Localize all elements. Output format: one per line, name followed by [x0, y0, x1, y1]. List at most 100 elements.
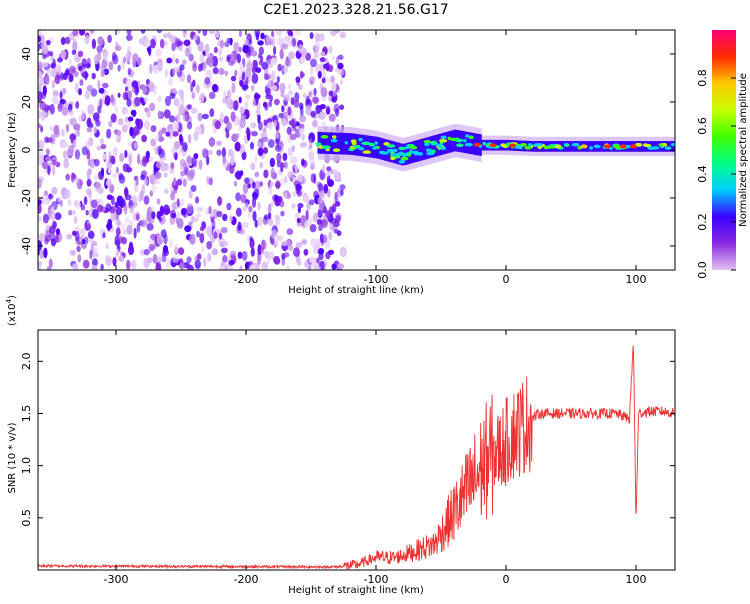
- signal-peak: [455, 137, 460, 142]
- spectrogram-cell: [104, 95, 111, 106]
- spectrogram-cell: [109, 184, 115, 194]
- signal-band: [329, 132, 332, 154]
- spectrogram-cell: [78, 65, 83, 72]
- spectrogram-cell: [275, 130, 280, 141]
- spectrogram-cell: [293, 247, 300, 257]
- spectrogram-cell: [227, 266, 234, 270]
- spectrogram-cell: [216, 140, 222, 146]
- signal-peak: [386, 144, 396, 148]
- spectrogram-cell: [180, 96, 185, 106]
- spectrogram-cell: [173, 141, 181, 149]
- spectrogram-cell: [309, 32, 314, 40]
- spectrogram-cell: [75, 123, 81, 131]
- spectrogram-cell: [254, 219, 258, 228]
- spectrogram-cell: [235, 132, 240, 139]
- spectrogram-cell: [180, 170, 186, 177]
- spectrogram-cell: [53, 129, 61, 138]
- spectrogram-cell: [241, 250, 248, 261]
- spectrogram-cell: [52, 95, 58, 105]
- spectrogram-cell: [222, 156, 226, 164]
- spectrogram-cell: [278, 112, 284, 119]
- spectrogram-cell: [218, 67, 225, 76]
- spectrogram-cell: [318, 203, 325, 211]
- spectrogram-cell: [92, 208, 99, 219]
- spectrogram-cell: [297, 84, 303, 90]
- signal-band: [442, 132, 445, 155]
- spectrogram-cell: [281, 118, 288, 127]
- spectrogram-cell: [281, 43, 289, 50]
- x-tick-label: 100: [626, 573, 647, 586]
- spectrogram-cell: [252, 181, 256, 189]
- spectrogram-cell: [222, 213, 228, 222]
- spectrogram-cell: [247, 58, 251, 68]
- spectrogram-cell: [80, 109, 86, 120]
- signal-peak: [635, 143, 643, 147]
- spectrogram-cell: [60, 49, 67, 60]
- spectrogram-cell: [83, 196, 88, 206]
- spectrogram-cell: [276, 214, 281, 226]
- x-tick-label: -300: [104, 573, 129, 586]
- spectrogram-cell: [64, 157, 69, 163]
- spectrogram-cell: [96, 45, 103, 53]
- spectrogram-cell: [198, 63, 202, 72]
- x-tick-label: 0: [503, 573, 510, 586]
- spectrogram-cell: [144, 38, 151, 48]
- spectrogram-cell: [111, 195, 115, 206]
- spectrogram-cell: [262, 128, 267, 134]
- spectrogram-cell: [149, 38, 156, 49]
- spectrogram-cell: [54, 212, 62, 220]
- spectrogram-cell: [126, 78, 132, 89]
- spectrogram-cell: [65, 68, 70, 76]
- spectrogram-cell: [137, 153, 141, 165]
- spectrogram-cell: [169, 168, 175, 174]
- spectrogram-cell: [287, 90, 294, 96]
- spectrogram-cell: [38, 260, 43, 266]
- spectrogram-cell: [47, 165, 51, 176]
- signal-band: [360, 134, 363, 157]
- signal-peak: [386, 148, 395, 153]
- spectrogram-cell: [49, 125, 54, 131]
- spectrogram-cell: [93, 173, 99, 181]
- spectrogram-cell: [146, 211, 153, 222]
- spectrogram-cell: [309, 154, 315, 166]
- spectrogram-cell: [116, 30, 121, 35]
- spectrogram-cell: [75, 82, 79, 93]
- spectrogram-cell: [319, 190, 325, 200]
- spectrogram-cell: [165, 131, 171, 137]
- spectrogram-cell: [267, 217, 274, 226]
- spectrogram-cell: [328, 45, 333, 54]
- spectrogram-cell: [118, 174, 126, 184]
- signal-peak: [344, 141, 348, 145]
- spectrogram-cell: [183, 30, 187, 34]
- spectrogram-cell: [97, 79, 101, 90]
- spectrogram-cell: [118, 255, 125, 262]
- spectrogram-cell: [169, 34, 175, 43]
- spectrogram-cell: [115, 130, 122, 136]
- spectrogram-cell: [276, 76, 280, 83]
- spectrogram-cell: [161, 163, 167, 169]
- spectrogram-cell: [117, 118, 124, 126]
- spectrogram-cell: [177, 149, 182, 155]
- spectrogram-cell: [186, 155, 193, 164]
- colorbar-gradient: [712, 30, 736, 270]
- signal-band: [656, 141, 660, 152]
- spectrogram-cell: [64, 36, 71, 45]
- spectrogram-cell: [55, 63, 61, 72]
- signal-peak: [393, 148, 398, 153]
- signal-band: [338, 132, 342, 155]
- signal-peak: [651, 146, 660, 150]
- spectrogram-cell: [95, 119, 101, 127]
- spectrogram-cell: [159, 38, 165, 49]
- spectrogram-cell: [277, 36, 284, 46]
- spectrogram-cell: [270, 200, 275, 207]
- spectrogram-cell: [146, 223, 154, 231]
- spectrogram-cell: [319, 104, 326, 110]
- spectrogram-cell: [107, 221, 111, 232]
- spectrogram-cell: [277, 63, 283, 72]
- spectrogram-cell: [98, 87, 105, 94]
- spectrogram-cell: [270, 85, 278, 92]
- spectrogram-cell: [157, 110, 161, 120]
- signal-peak: [524, 146, 532, 150]
- spectrogram-cell: [65, 123, 70, 133]
- spectrogram-cell: [270, 229, 278, 240]
